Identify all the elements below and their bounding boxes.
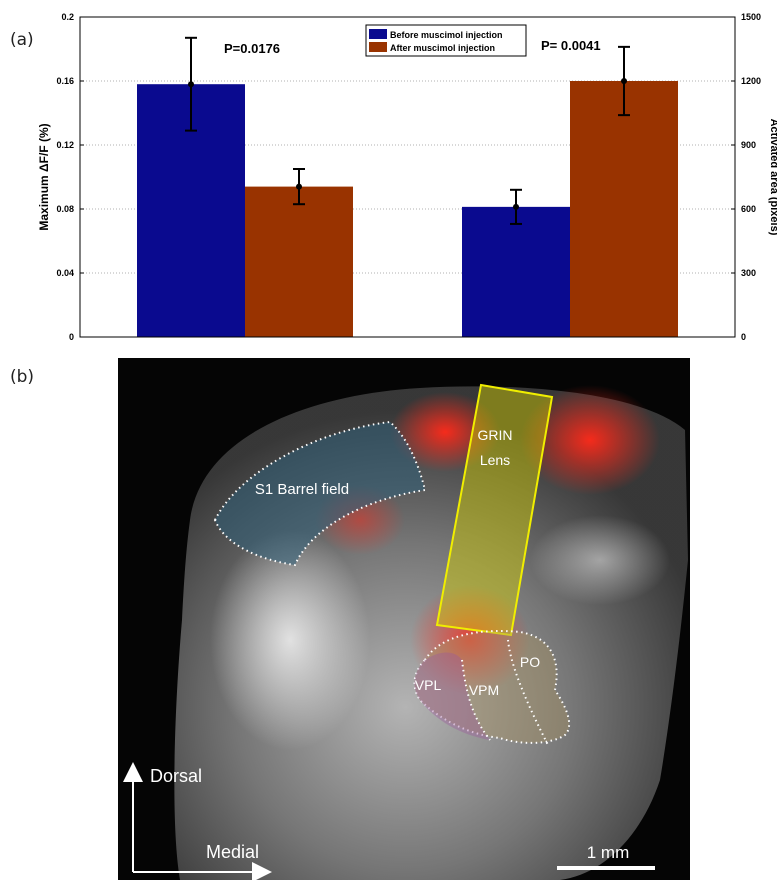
bar <box>245 186 353 337</box>
scale-label: 1 mm <box>587 843 630 862</box>
left-tick-label: 0.04 <box>56 268 74 278</box>
grin-label-2: Lens <box>480 452 510 468</box>
y-axis-label-right: Activated area (pixels) <box>768 119 777 236</box>
vpl-label: VPL <box>415 677 442 693</box>
legend-swatch-after <box>369 42 387 52</box>
right-tick-label: 0 <box>741 332 746 342</box>
thalamus-region <box>413 629 571 744</box>
vpl-vpm-divider <box>461 659 491 741</box>
grin-lens <box>435 383 554 637</box>
po-label: PO <box>520 654 540 670</box>
mean-point <box>513 203 519 210</box>
right-tick-label: 600 <box>741 204 756 214</box>
left-tick-label: 0.16 <box>56 76 74 86</box>
error-bars <box>185 36 630 225</box>
vpl-region <box>414 652 490 740</box>
legend-swatch-before <box>369 29 387 39</box>
medial-label: Medial <box>206 842 259 862</box>
right-tick-label: 900 <box>741 140 756 150</box>
hippocampus-glow <box>530 515 670 605</box>
right-tick-label: 1200 <box>741 76 761 86</box>
bar-chart: 00.040.080.120.160.2 030060090012001500 … <box>37 12 777 342</box>
white-matter-glow <box>210 530 370 750</box>
p-value-right: P= 0.0041 <box>541 38 601 53</box>
right-tick-label: 300 <box>741 268 756 278</box>
grin-label-1: GRIN <box>478 427 513 443</box>
s1-barrel-region <box>213 420 427 567</box>
bars-layer <box>137 81 678 337</box>
fluorescence-right <box>520 385 660 495</box>
p-value-left: P=0.0176 <box>224 41 280 56</box>
legend-label-after: After muscimol injection <box>390 43 495 53</box>
y-axis-label: Maximum ΔF/F (%) <box>37 123 51 230</box>
plot-frame <box>79 16 736 338</box>
s1-label: S1 Barrel field <box>255 481 349 498</box>
legend-box <box>365 24 527 57</box>
grid-layer <box>80 80 735 274</box>
legend-label-before: Before muscimol injection <box>390 30 503 40</box>
right-tick-label: 1500 <box>741 12 761 22</box>
left-tick-label: 0.12 <box>56 140 74 150</box>
vpm-po-divider <box>507 639 549 746</box>
vpm-label: VPM <box>469 682 499 698</box>
left-tick-label: 0 <box>69 332 74 342</box>
left-axis: 0 0.04 0.08 0.12 0.16 0.2 <box>56 12 84 342</box>
left-tick-label: 0.08 <box>56 204 74 214</box>
mean-point <box>188 81 194 88</box>
mean-point <box>621 78 627 84</box>
left-tick-label: 0.2 <box>61 12 74 22</box>
right-axis: 0 300 600 900 1200 1500 <box>731 12 761 342</box>
dorsal-label: Dorsal <box>150 766 202 786</box>
legend: Before muscimol injection After muscimol… <box>365 24 527 57</box>
panel-a-label: (a) <box>10 30 34 50</box>
fluorescence-left <box>390 392 500 472</box>
bar <box>462 206 570 337</box>
mean-point <box>296 183 302 190</box>
bar <box>570 81 678 337</box>
panel-b-label: (b) <box>10 367 35 387</box>
